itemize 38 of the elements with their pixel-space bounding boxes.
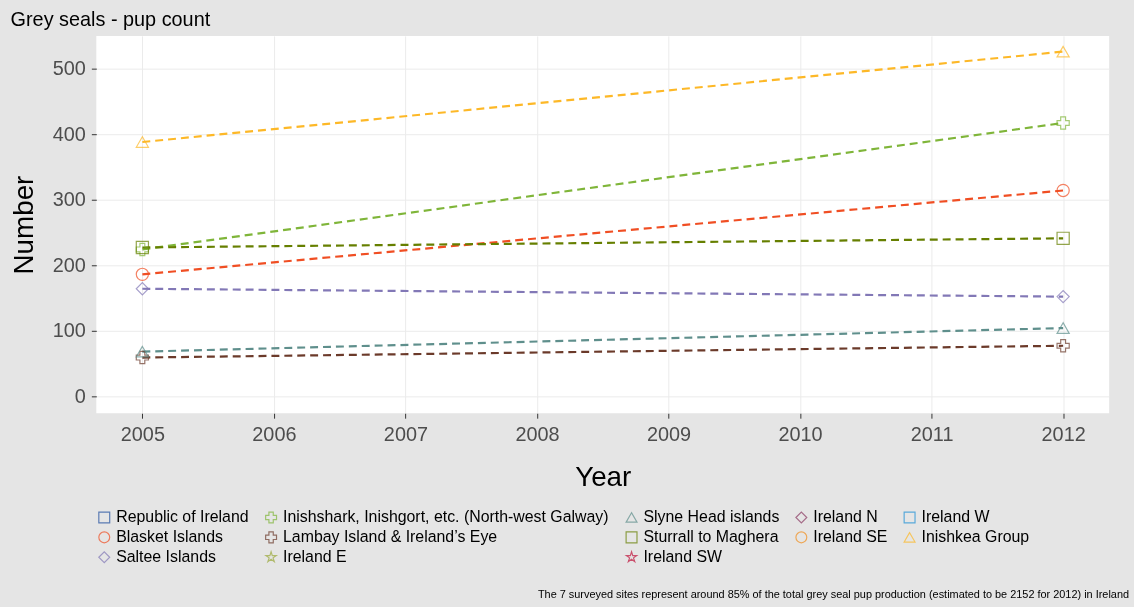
legend-label: Saltee Islands	[116, 548, 216, 566]
legend-label: Sturrall to Maghera	[643, 528, 779, 546]
y-tick-label: 200	[52, 253, 86, 276]
y-axis-title: Number	[7, 175, 39, 275]
point	[1056, 183, 1070, 198]
x-tick-label: 2009	[646, 422, 692, 445]
y-tick-label: 400	[52, 122, 86, 145]
legend-label: Slyne Head islands	[643, 508, 780, 526]
legend-label: Inishshark, Inishgort, etc. (North-west Galway)	[283, 508, 609, 526]
x-tick-label: 2010	[778, 422, 823, 445]
x-tick-label: 2007	[383, 422, 429, 445]
x-tick-label: 2008	[515, 422, 560, 445]
y-tick-label: 300	[52, 188, 86, 211]
chart-title: Grey seals - pup count	[10, 7, 211, 30]
y-tick-label: 0	[74, 384, 86, 407]
legend-label: Inishkea Group	[921, 528, 1030, 546]
legend-label: Ireland SE	[813, 528, 888, 546]
point	[1056, 116, 1070, 130]
x-tick-label: 2011	[910, 422, 954, 445]
x-tick-label: 2005	[120, 422, 165, 445]
y-tick-label: 500	[52, 57, 86, 80]
legend-label: Ireland N	[813, 508, 878, 526]
legend-label: Ireland E	[283, 548, 347, 566]
text: The 7 surveyed sites represent around 85% of the total grey seal pup production (estimated to be 2152 for 2012) in Ireland	[537, 587, 1130, 600]
legend-label: Blasket Islands	[116, 528, 224, 546]
legend-label: Ireland SW	[643, 548, 722, 566]
x-tick-label: 2006	[252, 422, 297, 445]
legend-label: Lambay Island & Ireland’s Eye	[283, 528, 498, 546]
point	[135, 267, 150, 282]
point	[1056, 339, 1070, 353]
point	[135, 282, 150, 296]
point	[1056, 289, 1070, 304]
x-axis-title: Year	[575, 461, 632, 493]
y-tick-label: 100	[52, 319, 86, 342]
legend-label: Republic of Ireland	[116, 508, 249, 526]
legend-label: Ireland W	[921, 508, 990, 526]
x-tick-label: 2012	[1041, 422, 1086, 445]
point	[1056, 231, 1070, 245]
